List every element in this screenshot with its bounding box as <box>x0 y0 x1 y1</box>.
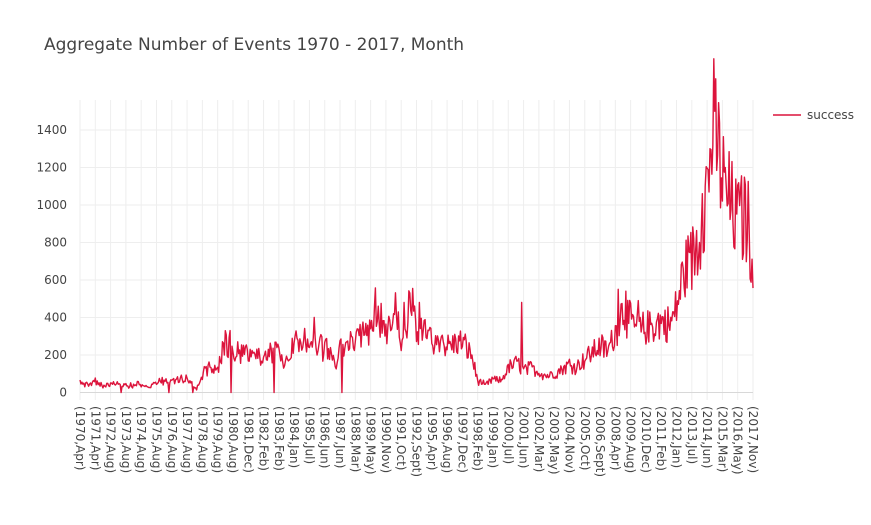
x-axis-ticks: (1970,Apr) (1971,Apr) (1972,Aug) (1973,Aug)… <box>73 406 760 477</box>
x-tick-label: (1987,Jun) <box>333 406 347 468</box>
x-tick-label: (1979,Aug) <box>211 406 225 473</box>
x-tick-label: (1988,Mar) <box>348 406 362 472</box>
x-tick-label: (1996,Aug) <box>440 406 454 473</box>
x-tick-label: (1991,Oct) <box>394 406 408 470</box>
x-tick-label: (1972,Aug) <box>104 406 118 473</box>
x-tick-label: (2004,Nov) <box>562 406 576 473</box>
legend-label: success <box>807 108 854 122</box>
x-tick-label: (1974,Aug) <box>134 406 148 473</box>
y-tick-label: 800 <box>44 236 67 250</box>
x-tick-label: (2003,May) <box>547 406 561 475</box>
y-tick-label: 1400 <box>36 123 67 137</box>
x-tick-label: (2009,Aug) <box>624 406 638 473</box>
x-tick-label: (1978,Aug) <box>195 406 209 473</box>
x-tick-label: (1982,Feb) <box>257 406 271 471</box>
x-tick-label: (2005,Oct) <box>578 406 592 470</box>
x-tick-label: (1971,Apr) <box>88 406 102 470</box>
x-tick-label: (2012,Jan) <box>670 406 684 468</box>
x-tick-label: (1977,Aug) <box>180 406 194 473</box>
x-tick-label: (1998,Feb) <box>471 406 485 471</box>
x-tick-label: (1973,Aug) <box>119 406 133 473</box>
x-tick-label: (2016,May) <box>731 406 745 475</box>
plot-area <box>79 58 754 394</box>
y-tick-label: 600 <box>44 273 67 287</box>
y-tick-label: 400 <box>44 311 67 325</box>
x-tick-label: (1990,Nov) <box>379 406 393 473</box>
x-tick-label: (1976,Aug) <box>165 406 179 473</box>
x-tick-label: (1997,Dec) <box>455 406 469 473</box>
x-tick-label: (2002,Mar) <box>532 406 546 472</box>
x-tick-label: (2000,Jul) <box>501 406 515 464</box>
x-tick-label: (1970,Apr) <box>73 406 87 470</box>
x-tick-label: (2011,Feb) <box>654 406 668 471</box>
y-tick-label: 200 <box>44 348 67 362</box>
x-tick-label: (2014,Jun) <box>700 406 714 468</box>
legend[interactable]: success <box>773 108 854 122</box>
x-tick-label: (1980,Aug) <box>226 406 240 473</box>
x-tick-label: (2010,Dec) <box>639 406 653 473</box>
x-tick-label: (2001,Jun) <box>517 406 531 468</box>
chart-title: Aggregate Number of Events 1970 - 2017, … <box>44 35 464 55</box>
x-tick-label: (2017,Nov) <box>746 406 760 473</box>
x-tick-label: (1992,Sept) <box>410 406 424 477</box>
x-tick-label: (2015,Mar) <box>715 406 729 472</box>
x-tick-label: (1985,Jul) <box>302 406 316 464</box>
y-tick-label: 1000 <box>36 198 67 212</box>
x-tick-label: (2008,Apr) <box>608 406 622 470</box>
x-tick-label: (1999,Jan) <box>486 406 500 468</box>
x-tick-label: (2013,Jul) <box>685 406 699 464</box>
x-tick-label: (1981,Dec) <box>241 406 255 473</box>
x-tick-label: (1983,Feb) <box>272 406 286 471</box>
x-tick-label: (1995,Apr) <box>425 406 439 470</box>
x-tick-label: (2006,Sept) <box>593 406 607 477</box>
x-tick-label: (1984,Jan) <box>287 406 301 468</box>
x-tick-label: (1986,Jun) <box>318 406 332 468</box>
x-tick-label: (1989,May) <box>364 406 378 475</box>
y-tick-label: 1200 <box>36 161 67 175</box>
y-tick-label: 0 <box>59 386 67 400</box>
y-axis-ticks: 0 200 400 600 800 1000 1200 1400 <box>36 123 67 400</box>
series-line-success[interactable] <box>79 58 754 394</box>
x-tick-label: (1975,Aug) <box>149 406 163 473</box>
